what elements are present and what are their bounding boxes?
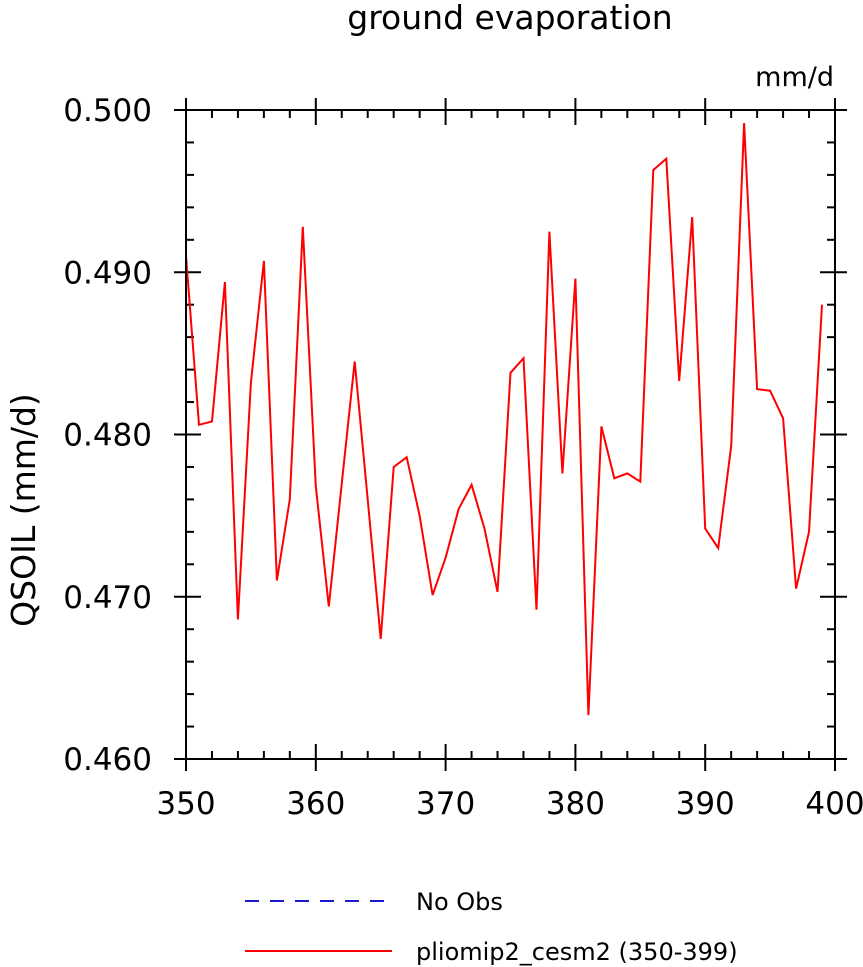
axis-ticks <box>174 98 847 771</box>
legend-label: No Obs <box>416 888 503 916</box>
units-label: mm/d <box>755 62 834 93</box>
y-axis-label: QSOIL (mm/d) <box>4 393 43 627</box>
y-tick-label: 0.490 <box>63 255 152 291</box>
y-tick-label: 0.460 <box>63 742 152 778</box>
x-tick-label: 360 <box>286 786 345 822</box>
x-tick-label: 350 <box>156 786 215 822</box>
x-tick-label: 380 <box>546 786 605 822</box>
x-tick-label: 400 <box>805 786 863 822</box>
plot-frame <box>185 109 836 760</box>
legend-label: pliomip2_cesm2 (350-399) <box>416 938 738 966</box>
y-tick-label: 0.470 <box>63 580 152 616</box>
x-tick-label: 370 <box>416 786 475 822</box>
tick-labels: 350 360 370 380 390 400 0.460 0.470 0.480 0.490 0.… <box>63 93 863 822</box>
chart-title: ground evaporation <box>347 0 672 37</box>
legend: No Obs pliomip2_cesm2 (350-399) <box>245 888 738 966</box>
y-tick-label: 0.500 <box>63 93 152 129</box>
series-layer <box>185 122 823 716</box>
series-line <box>185 122 823 716</box>
y-tick-label: 0.480 <box>63 418 152 454</box>
x-tick-label: 390 <box>676 786 735 822</box>
